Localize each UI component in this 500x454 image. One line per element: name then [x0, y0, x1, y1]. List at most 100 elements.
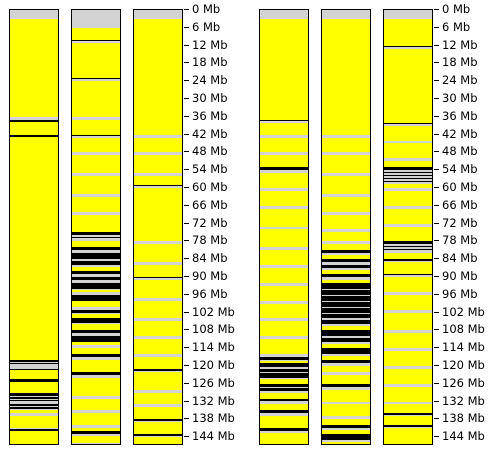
tick-text: 102 Mb	[442, 304, 485, 319]
scale-tick-label: 42 Mb	[184, 128, 228, 140]
tick-text: 132 Mb	[192, 393, 235, 408]
tick-text: 144 Mb	[192, 429, 235, 444]
black-band	[72, 318, 120, 323]
tick-mark	[184, 311, 189, 313]
yellow-band	[322, 355, 370, 360]
black-band	[72, 253, 120, 260]
tick-mark	[434, 436, 439, 438]
yellow-band	[322, 155, 370, 174]
yellow-band	[322, 176, 370, 194]
tick-mark	[434, 364, 439, 366]
tick-mark	[184, 364, 189, 366]
yellow-band	[384, 81, 432, 99]
black-band	[72, 294, 120, 301]
yellow-band	[134, 437, 182, 444]
tick-text: 0 Mb	[442, 2, 471, 16]
yellow-band	[384, 125, 432, 141]
tick-mark	[184, 115, 189, 117]
yellow-band	[72, 155, 120, 174]
yellow-band	[260, 361, 308, 363]
tick-mark	[184, 382, 189, 384]
yellow-band	[322, 137, 370, 153]
yellow-band	[322, 404, 370, 417]
yellow-band	[384, 143, 432, 159]
yellow-band	[322, 214, 370, 230]
yellow-band	[322, 269, 370, 274]
yellow-band	[322, 279, 370, 283]
yellow-band	[384, 226, 432, 242]
tick-mark	[434, 240, 439, 242]
scale-tick-label: 114 Mb	[434, 341, 485, 353]
yellow-band	[72, 398, 120, 411]
tick-text: 42 Mb	[442, 126, 478, 141]
tick-mark	[184, 275, 189, 277]
black-band	[10, 362, 58, 365]
scale-tick-label: 138 Mb	[184, 412, 235, 424]
tick-text: 126 Mb	[192, 375, 235, 390]
tick-text: 144 Mb	[442, 429, 485, 444]
black-band	[384, 177, 432, 180]
black-band	[384, 167, 432, 171]
black-band	[72, 336, 120, 343]
tick-text: 36 Mb	[192, 108, 228, 123]
tick-text: 138 Mb	[442, 411, 485, 426]
yellow-band	[384, 253, 432, 260]
yellow-band	[322, 254, 370, 260]
yellow-band	[322, 98, 370, 117]
black-band	[322, 302, 370, 307]
yellow-band	[10, 167, 58, 188]
yellow-band	[72, 241, 120, 248]
tick-mark	[434, 97, 439, 99]
yellow-band	[260, 122, 308, 135]
yellow-band	[322, 81, 370, 99]
yellow-band	[260, 416, 308, 429]
yellow-band	[384, 276, 432, 292]
black-band	[10, 428, 58, 431]
tick-mark	[434, 80, 439, 82]
yellow-band	[260, 432, 308, 444]
yellow-band	[134, 176, 182, 185]
tick-text: 54 Mb	[442, 162, 478, 177]
tick-mark	[434, 347, 439, 349]
scale-tick-label: 114 Mb	[184, 341, 235, 353]
scale-tick-label: 102 Mb	[434, 306, 485, 318]
black-band	[72, 232, 120, 236]
scale-tick-label: 120 Mb	[434, 359, 485, 371]
black-band	[260, 383, 308, 387]
black-band	[260, 357, 308, 360]
yellow-band	[72, 81, 120, 99]
black-band	[384, 174, 432, 177]
tick-text: 60 Mb	[192, 179, 228, 194]
tick-mark	[434, 133, 439, 135]
tick-text: 108 Mb	[442, 322, 485, 337]
yellow-band	[134, 321, 182, 337]
tick-text: 48 Mb	[192, 144, 228, 159]
scale-tick-label: 24 Mb	[184, 74, 228, 86]
yellow-band	[10, 416, 58, 429]
black-band	[72, 371, 120, 375]
scale-tick-label: 24 Mb	[434, 74, 478, 86]
yellow-band	[260, 404, 308, 411]
yellow-band	[322, 18, 370, 40]
chromosome-track-2	[71, 9, 121, 445]
scale-tick-label: 126 Mb	[434, 377, 485, 389]
tick-mark	[184, 436, 189, 438]
tick-text: 108 Mb	[192, 322, 235, 337]
scale-tick-label: 6 Mb	[434, 21, 470, 33]
tick-mark	[434, 151, 439, 153]
tick-mark	[184, 400, 189, 402]
yellow-band	[322, 441, 370, 444]
tick-mark	[184, 26, 189, 28]
tick-text: 72 Mb	[192, 215, 228, 230]
scale-tick-label: 30 Mb	[434, 92, 478, 104]
black-band	[72, 431, 120, 435]
yellow-band	[384, 428, 432, 444]
yellow-band	[384, 190, 432, 206]
black-band	[10, 392, 58, 396]
black-band	[322, 319, 370, 325]
yellow-band	[260, 229, 308, 248]
yellow-band	[72, 300, 120, 307]
tick-mark	[184, 204, 189, 206]
scale-tick-label: 102 Mb	[184, 306, 235, 318]
yellow-band	[260, 268, 308, 283]
